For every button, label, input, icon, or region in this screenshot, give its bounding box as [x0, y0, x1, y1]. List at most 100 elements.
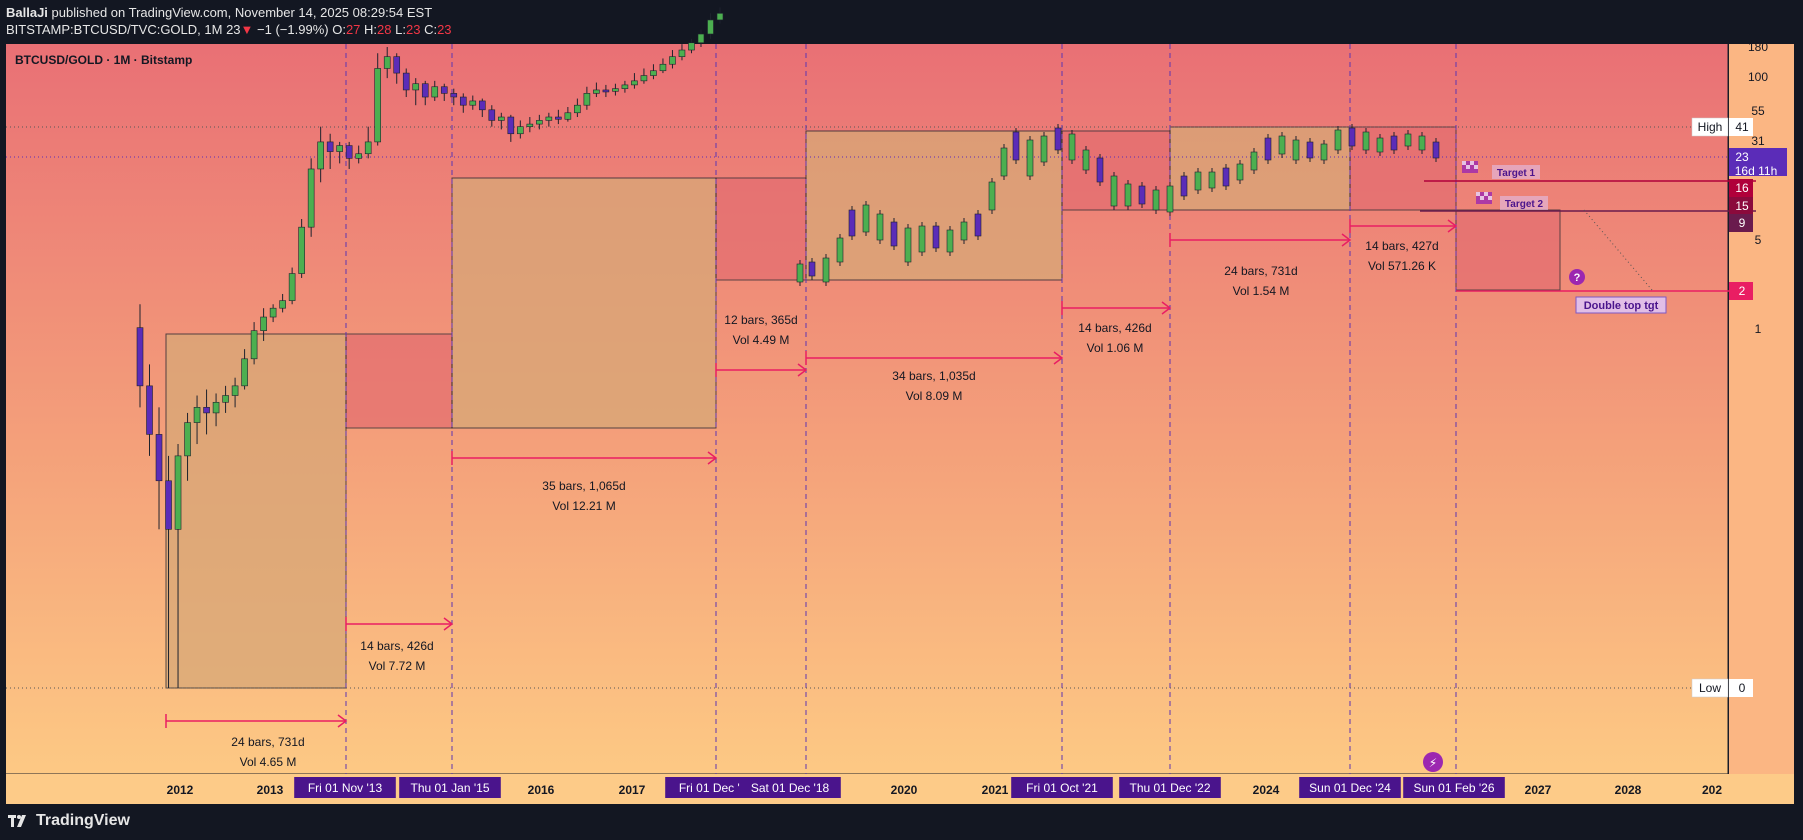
- price-badge-value: 2: [1739, 284, 1746, 298]
- question-icon[interactable]: [1569, 269, 1585, 285]
- symbol-line: BITSTAMP:BTCUSD/TVC:GOLD, 1M 23▼ −1 (−1.…: [6, 21, 452, 38]
- price-badge-value: 23: [1735, 150, 1749, 164]
- last-price: 23: [226, 22, 241, 37]
- candle-body: [631, 80, 638, 86]
- y-tick-label: 31: [1751, 134, 1765, 148]
- question-mark: ?: [1574, 272, 1581, 284]
- candle-body: [136, 327, 144, 387]
- candle-body: [1292, 139, 1300, 161]
- candle-body: [364, 141, 372, 155]
- x-tick-label: 2021: [982, 783, 1009, 797]
- candle-body: [383, 56, 391, 69]
- candle-body: [612, 88, 619, 92]
- candle-body: [1166, 185, 1174, 213]
- candle-body: [1026, 139, 1034, 177]
- candle-body: [288, 273, 296, 301]
- x-tick-label: 2012: [167, 783, 194, 797]
- low-label: L:: [395, 22, 406, 37]
- zone-box: [1169, 126, 1351, 211]
- candle-body: [602, 89, 610, 93]
- candle-body: [1124, 183, 1132, 207]
- candle-body: [564, 112, 572, 120]
- candle-body: [621, 84, 629, 89]
- candle-body: [1110, 175, 1118, 207]
- range-bars-label: 14 bars, 426d: [360, 639, 433, 653]
- close-label: C:: [424, 22, 438, 37]
- candle-body: [555, 116, 562, 120]
- candle-body: [574, 104, 581, 114]
- candle-body: [1362, 131, 1370, 151]
- candle-body: [1194, 171, 1202, 191]
- range-arrow-head-icon: [1341, 233, 1352, 247]
- candle-body: [507, 116, 515, 135]
- range-vol-label: Vol 1.06 M: [1087, 341, 1144, 355]
- candle-body: [890, 221, 898, 247]
- candle-body: [932, 225, 940, 249]
- date-flag-label: Fri 01 Oct '21: [1026, 781, 1098, 795]
- range-arrow-head-icon: [1161, 301, 1172, 315]
- candle-body: [1152, 189, 1160, 211]
- publish-info: published on TradingView.com, November 1…: [47, 5, 433, 20]
- candle-body: [716, 13, 724, 21]
- zone-box: [165, 333, 347, 689]
- price-badge: [1729, 214, 1753, 232]
- x-tick-label: 2016: [528, 783, 555, 797]
- candle-body: [988, 181, 996, 211]
- candle-body: [669, 56, 676, 65]
- double-top-connector: [1583, 209, 1653, 291]
- double-top-label: Double top tgt: [1584, 300, 1659, 312]
- range-vol-label: Vol 8.09 M: [906, 389, 963, 403]
- candle-body: [1012, 131, 1020, 161]
- x-tick-label: 202: [1702, 783, 1722, 797]
- date-flag-label: Fri 01 Nov '13: [308, 781, 383, 795]
- price-badge: [1729, 679, 1753, 697]
- candle-body: [1138, 185, 1146, 205]
- candle-body: [1208, 171, 1216, 189]
- zone-box: [715, 177, 807, 281]
- candle-body: [946, 229, 954, 253]
- price-badge-label-bg: [1691, 117, 1729, 137]
- chart-header: BallaJi published on TradingView.com, No…: [6, 4, 452, 38]
- target2-tag: [1500, 196, 1548, 210]
- symbol-name[interactable]: BITSTAMP:BTCUSD/TVC:GOLD, 1M: [6, 22, 223, 37]
- author-name[interactable]: BallaJi: [6, 5, 48, 20]
- tradingview-logo[interactable]: TradingView: [8, 812, 130, 830]
- x-tick-label: 2013: [257, 783, 284, 797]
- candle-body: [1334, 129, 1342, 151]
- candle-body: [165, 480, 172, 530]
- candle-body: [374, 68, 382, 143]
- candle-body: [469, 100, 477, 106]
- candle-body: [1376, 137, 1384, 153]
- x-tick-label: 2017: [619, 783, 646, 797]
- candle-body: [960, 221, 968, 241]
- range-arrow-head-icon: [797, 363, 808, 377]
- candle-body: [1236, 163, 1244, 181]
- y-tick-label: 55: [1751, 104, 1765, 118]
- candle-body: [526, 123, 534, 127]
- candle-body: [640, 75, 648, 82]
- candle-body: [1264, 137, 1272, 161]
- close-value: 23: [437, 22, 452, 37]
- candle-body: [260, 316, 267, 331]
- y-tick-label: 180: [1748, 40, 1768, 54]
- date-flag: [399, 777, 501, 798]
- target1-flag-icon: [1462, 161, 1478, 173]
- candle-body: [1278, 135, 1286, 155]
- range-vol-label: Vol 7.72 M: [369, 659, 426, 673]
- price-badge-value: 41: [1735, 120, 1749, 134]
- candle-body: [697, 33, 705, 44]
- y-tick-label: 5: [1755, 233, 1762, 247]
- target1-label: Target 1: [1497, 168, 1536, 179]
- candle-body: [440, 86, 448, 94]
- brand-text: TradingView: [36, 812, 130, 829]
- lightning-icon[interactable]: [1423, 752, 1443, 772]
- price-badge-sub: 16d 11h: [1735, 164, 1778, 178]
- candle-body: [1000, 147, 1008, 177]
- date-flag: [1119, 777, 1221, 798]
- candle-body: [326, 141, 334, 152]
- candle-body: [307, 168, 315, 228]
- open-value: 27: [345, 22, 361, 37]
- zone-box: [805, 130, 1063, 281]
- price-badge: [1729, 148, 1787, 176]
